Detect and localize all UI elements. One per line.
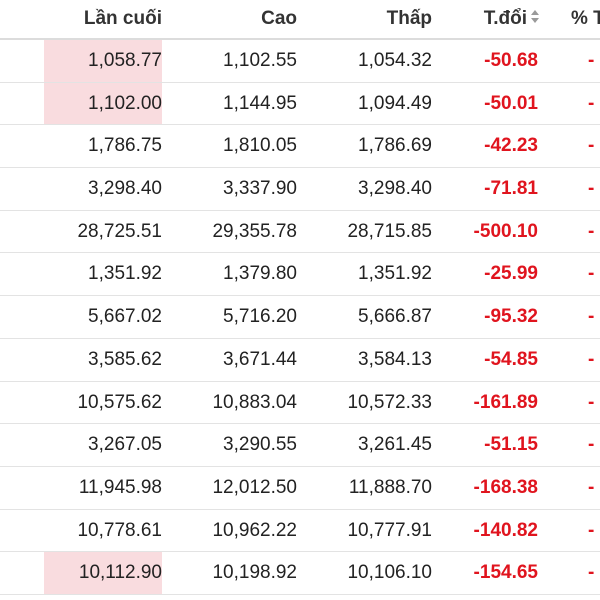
cell-pct: - bbox=[588, 391, 595, 413]
table-row[interactable]: 5,667.02 5,716.20 5,666.87 -95.32 - bbox=[0, 296, 600, 339]
cell-pct: - bbox=[588, 92, 595, 114]
cell-high: 10,198.92 bbox=[212, 562, 297, 584]
cell-change: -51.15 bbox=[484, 434, 538, 456]
cell-high: 12,012.50 bbox=[212, 476, 297, 498]
cell-last: 1,102.00 bbox=[44, 82, 162, 125]
table-header: Lần cuối Cao Thấp T.đổi % T bbox=[0, 0, 600, 40]
cell-low: 10,572.33 bbox=[347, 391, 432, 413]
cell-pct: - bbox=[588, 263, 595, 285]
cell-high: 29,355.78 bbox=[212, 220, 297, 242]
cell-high: 1,810.05 bbox=[223, 135, 297, 157]
cell-change: -50.01 bbox=[484, 92, 538, 114]
table-row[interactable]: 1,786.75 1,810.05 1,786.69 -42.23 - bbox=[0, 125, 600, 169]
cell-pct: - bbox=[588, 178, 595, 200]
cell-low: 11,888.70 bbox=[348, 476, 432, 498]
cell-low: 10,777.91 bbox=[347, 519, 432, 541]
cell-pct: - bbox=[588, 562, 595, 584]
cell-high: 3,290.55 bbox=[223, 434, 297, 456]
cell-pct: - bbox=[588, 50, 595, 71]
column-header-high[interactable]: Cao bbox=[261, 8, 297, 29]
table-row[interactable]: 10,778.61 10,962.22 10,777.91 -140.82 - bbox=[0, 510, 600, 553]
cell-high: 1,379.80 bbox=[223, 263, 297, 285]
cell-last: 10,778.61 bbox=[77, 519, 162, 541]
cell-change: -25.99 bbox=[484, 263, 538, 285]
cell-change: -154.65 bbox=[473, 562, 538, 584]
cell-change: -161.89 bbox=[473, 391, 538, 413]
cell-high: 1,144.95 bbox=[223, 92, 297, 114]
cell-low: 1,094.49 bbox=[358, 92, 432, 114]
cell-last: 10,575.62 bbox=[77, 391, 162, 413]
cell-last: 1,058.77 bbox=[44, 40, 162, 82]
cell-change: -95.32 bbox=[484, 306, 538, 328]
table-row[interactable]: 28,725.51 29,355.78 28,715.85 -500.10 - bbox=[0, 211, 600, 254]
cell-low: 28,715.85 bbox=[347, 220, 432, 242]
column-header-last[interactable]: Lần cuối bbox=[83, 8, 162, 29]
column-header-change[interactable]: T.đổi bbox=[440, 0, 540, 38]
cell-high: 10,883.04 bbox=[212, 391, 297, 413]
cell-last: 3,298.40 bbox=[88, 178, 162, 200]
cell-low: 3,261.45 bbox=[358, 434, 432, 456]
cell-change: -168.38 bbox=[473, 476, 538, 498]
table-row[interactable]: 10,112.90 10,198.92 10,106.10 -154.65 - bbox=[0, 552, 600, 595]
cell-last: 5,667.02 bbox=[88, 306, 162, 328]
column-header-pct[interactable]: % T bbox=[571, 8, 600, 29]
table-row[interactable]: 3,267.05 3,290.55 3,261.45 -51.15 - bbox=[0, 424, 600, 467]
cell-pct: - bbox=[588, 519, 595, 541]
table-row[interactable]: 1,102.00 1,144.95 1,094.49 -50.01 - bbox=[0, 82, 600, 126]
cell-low: 5,666.87 bbox=[358, 306, 432, 328]
cell-last: 10,112.90 bbox=[44, 552, 162, 594]
cell-high: 10,962.22 bbox=[212, 519, 297, 541]
cell-last: 3,267.05 bbox=[88, 434, 162, 456]
cell-pct: - bbox=[588, 220, 595, 242]
table-row[interactable]: 11,945.98 12,012.50 11,888.70 -168.38 - bbox=[0, 467, 600, 510]
cell-pct: - bbox=[588, 348, 595, 370]
cell-pct: - bbox=[588, 306, 595, 328]
table-body: 1,058.77 1,102.55 1,054.32 -50.68-1,102.00 1… bbox=[0, 40, 600, 595]
cell-low: 3,584.13 bbox=[358, 348, 432, 370]
table-row[interactable]: 1,351.92 1,379.80 1,351.92 -25.99 - bbox=[0, 253, 600, 297]
cell-high: 1,102.55 bbox=[223, 50, 297, 71]
table-row[interactable]: 3,298.40 3,337.90 3,298.40 -71.81 - bbox=[0, 168, 600, 211]
cell-last: 1,786.75 bbox=[88, 135, 162, 157]
table-row[interactable]: 1,058.77 1,102.55 1,054.32 -50.68 - bbox=[0, 40, 600, 83]
cell-change: -50.68 bbox=[484, 50, 538, 71]
cell-change: -42.23 bbox=[484, 135, 538, 157]
cell-pct: - bbox=[588, 434, 595, 456]
table-row[interactable]: 3,585.62 3,671.44 3,584.13 -54.85 - bbox=[0, 339, 600, 382]
cell-change: -140.82 bbox=[473, 519, 538, 541]
cell-last: 3,585.62 bbox=[88, 348, 162, 370]
sort-icon[interactable] bbox=[530, 9, 540, 25]
cell-last: 11,945.98 bbox=[78, 476, 162, 498]
cell-low: 1,054.32 bbox=[358, 50, 432, 71]
cell-change: -71.81 bbox=[484, 178, 538, 200]
column-header-low[interactable]: Thấp bbox=[386, 8, 432, 29]
column-header-change-label: T.đổi bbox=[483, 8, 527, 29]
cell-high: 3,337.90 bbox=[223, 178, 297, 200]
cell-high: 5,716.20 bbox=[223, 306, 297, 328]
cell-last: 28,725.51 bbox=[77, 220, 162, 242]
cell-low: 1,351.92 bbox=[358, 263, 432, 285]
cell-low: 3,298.40 bbox=[358, 178, 432, 200]
cell-low: 1,786.69 bbox=[358, 135, 432, 157]
cell-pct: - bbox=[588, 135, 595, 157]
cell-high: 3,671.44 bbox=[223, 348, 297, 370]
cell-pct: - bbox=[588, 476, 595, 498]
cell-last: 1,351.92 bbox=[88, 263, 162, 285]
cell-low: 10,106.10 bbox=[347, 562, 432, 584]
table-row[interactable]: 10,575.62 10,883.04 10,572.33 -161.89 - bbox=[0, 382, 600, 425]
cell-change: -500.10 bbox=[473, 220, 538, 242]
cell-change: -54.85 bbox=[484, 348, 538, 370]
